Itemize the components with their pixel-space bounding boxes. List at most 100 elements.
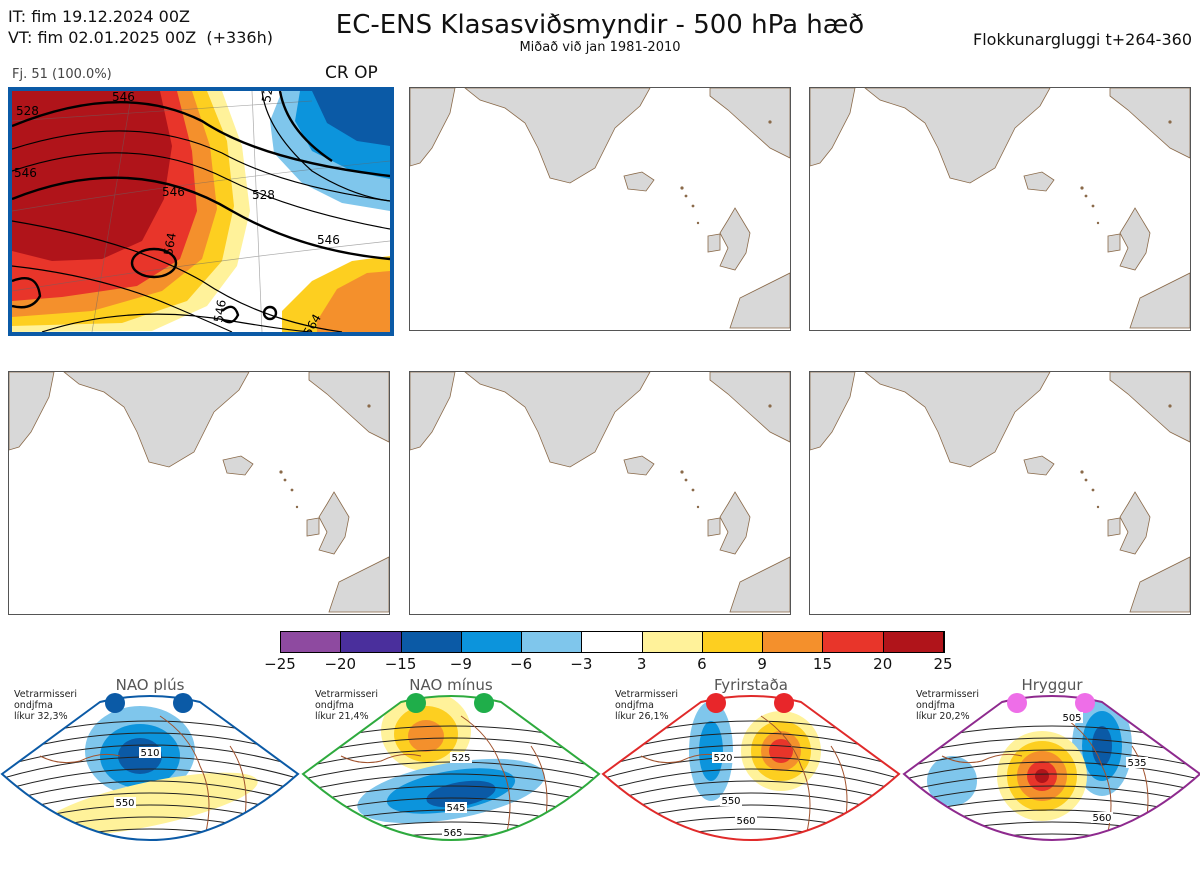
regime-border	[301, 695, 601, 841]
regime-fan-map: 505 535 560	[902, 693, 1200, 841]
center-of-action-dot	[474, 693, 494, 713]
height-contour	[303, 773, 599, 795]
regime-title: NAO mínus	[409, 676, 493, 694]
contour-label-bg	[1061, 712, 1083, 723]
regime-border	[902, 695, 1200, 841]
height-contour	[2, 780, 298, 807]
regime-title: Fyrirstaða	[714, 676, 788, 694]
contour-label: 520	[259, 91, 277, 104]
anomaly-blob	[699, 721, 723, 781]
colorbar-tick-label: 3	[636, 655, 647, 673]
colorbar-swatch	[582, 632, 643, 652]
contour-label-bg	[450, 752, 472, 763]
page-subtitle: Miðað við jan 1981-2010	[519, 40, 681, 55]
contour-label: 546	[317, 233, 340, 247]
height-contour	[603, 768, 899, 795]
regime-title: NAO plús	[115, 676, 185, 694]
height-contour	[603, 780, 899, 807]
contour-label: 550	[721, 796, 740, 807]
colorbar-swatch	[461, 632, 523, 652]
regime-note: Vetrarmisseri ondjfma líkur 26,1%	[615, 689, 678, 722]
contour-label: 546	[112, 91, 135, 104]
colorbar-swatch	[823, 632, 884, 652]
colorbar-tick-label: −6	[510, 655, 533, 673]
anomaly-blob	[1035, 769, 1049, 783]
page-title: EC-ENS Klasasviðsmyndir - 500 hPa hæð	[335, 10, 865, 40]
contour-label: 546	[162, 185, 185, 199]
contour-label-bg	[1091, 812, 1113, 823]
colorbar-tick-label: −15	[384, 655, 417, 673]
contour-label: 550	[115, 798, 134, 809]
contour-label-bg	[720, 795, 742, 806]
center-of-action-dot	[1007, 693, 1027, 713]
center-of-action-dot	[173, 693, 193, 713]
colorbar-tick-label: −3	[570, 655, 593, 673]
regime-panel: 525 545 565 NAO mínus Vetrarmisseri ondjfma …	[301, 676, 601, 871]
contour-label: 528	[252, 188, 275, 202]
contour-label-bg	[114, 797, 136, 808]
colorbar-swatch	[763, 632, 824, 652]
contour-label: 535	[1127, 758, 1146, 769]
contour-label-bg	[139, 747, 161, 758]
colorbar-tick-label: 6	[697, 655, 707, 673]
colorbar-tick-label: −9	[449, 655, 472, 673]
panel-3-map	[810, 88, 1190, 329]
contour-label-bg	[442, 827, 464, 838]
anomaly-blob	[408, 720, 444, 752]
colorbar-tick-label: 15	[812, 655, 832, 673]
contour-label: 546	[211, 299, 229, 324]
contour-label: 565	[443, 828, 462, 839]
member-count-label: Fj. 51 (100.0%)	[12, 67, 112, 82]
panel-1: 528 546 528 546 564 546 564 546 546 520	[8, 87, 394, 336]
valid-time: VT: fim 02.01.2025 00Z (+336h)	[8, 28, 273, 47]
height-contour	[904, 749, 1200, 771]
regime-title: Hryggur	[1021, 676, 1083, 694]
contour-label: 560	[1092, 813, 1111, 824]
colorbar-swatch	[341, 632, 402, 652]
height-contour	[603, 828, 899, 840]
height-contour	[2, 768, 298, 795]
panel-5-map	[410, 372, 790, 613]
height-contour	[904, 833, 1200, 840]
header-info: IT: fim 19.12.2024 00Z VT: fim 02.01.2025…	[8, 6, 273, 48]
panel-2-map	[410, 88, 790, 329]
height-contour	[2, 828, 298, 840]
anomaly-blob	[927, 756, 977, 806]
panel-5	[409, 371, 791, 615]
colorbar-tick-label: 25	[933, 655, 953, 673]
center-of-action-dot	[774, 693, 794, 713]
center-of-action-dot	[706, 693, 726, 713]
colorbar-tick-label: 20	[873, 655, 893, 673]
regime-border	[601, 695, 901, 841]
colorbar-swatch	[281, 632, 342, 652]
initial-time: IT: fim 19.12.2024 00Z	[8, 7, 190, 26]
height-contour	[904, 761, 1200, 783]
contour-label: 564	[161, 232, 179, 257]
center-of-action-dot	[105, 693, 125, 713]
anomaly-blob	[769, 739, 793, 763]
contour-label-bg	[735, 815, 757, 826]
colorbar-swatch	[642, 632, 703, 652]
regime-fan-map: 520 550 560	[601, 693, 901, 841]
height-contour	[603, 744, 899, 771]
colorbar-swatch	[883, 632, 944, 652]
contour-label-bg	[712, 752, 734, 763]
regime-fan-map: 510 550	[0, 693, 300, 841]
regime-fan-map: 525 545 565	[301, 693, 601, 841]
panel-6	[809, 371, 1191, 615]
regime-panel: 510 550 NAO plús Vetrarmisseri ondjfma líku…	[0, 676, 300, 871]
colorbar-swatch	[702, 632, 764, 652]
contour-label: 520	[713, 753, 732, 764]
regime-note: Vetrarmisseri ondjfma líkur 20,2%	[916, 689, 979, 722]
contour-label-bg	[445, 802, 467, 813]
regime-border	[0, 695, 300, 841]
contour-label: 546	[14, 166, 37, 180]
contour-label: 525	[451, 753, 470, 764]
contour-label: 560	[736, 816, 755, 827]
panel-4	[8, 371, 390, 615]
contour-label-bg	[1126, 757, 1148, 768]
contour-label: 545	[446, 803, 465, 814]
regime-note: Vetrarmisseri ondjfma líkur 21,4%	[315, 689, 378, 722]
colorbar	[280, 631, 945, 653]
panel-3	[809, 87, 1191, 331]
